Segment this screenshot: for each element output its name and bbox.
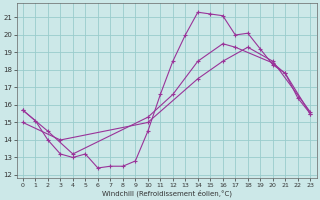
X-axis label: Windchill (Refroidissement éolien,°C): Windchill (Refroidissement éolien,°C) xyxy=(101,189,232,197)
